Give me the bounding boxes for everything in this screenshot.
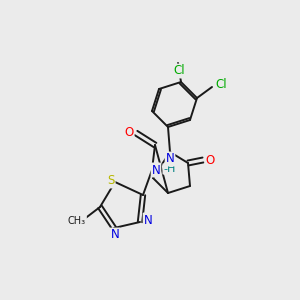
Text: -H: -H <box>163 164 175 174</box>
Text: S: S <box>107 175 115 188</box>
Text: O: O <box>206 154 214 166</box>
Text: N: N <box>144 214 152 226</box>
Text: Cl: Cl <box>215 79 227 92</box>
Text: CH₃: CH₃ <box>68 216 86 226</box>
Text: N: N <box>152 164 160 176</box>
Text: O: O <box>124 125 134 139</box>
Text: Cl: Cl <box>173 64 185 77</box>
Text: N: N <box>111 229 119 242</box>
Text: N: N <box>166 152 174 166</box>
